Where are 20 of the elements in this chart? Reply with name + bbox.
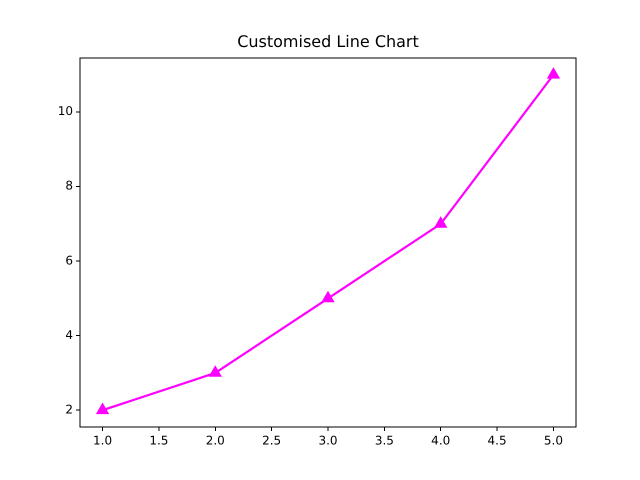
x-tick-label: 4.0 <box>431 433 450 448</box>
x-tick-label: 2.5 <box>262 433 282 448</box>
x-tick-label: 1.0 <box>93 433 112 448</box>
x-tick-label: 4.5 <box>488 433 507 448</box>
y-tick-label: 6 <box>65 253 73 268</box>
y-tick-label: 2 <box>65 402 73 416</box>
point <box>322 292 334 302</box>
point <box>96 404 108 414</box>
x-tick-label: 5.0 <box>544 433 563 448</box>
point <box>209 366 222 377</box>
y-tick-label: 8 <box>65 178 73 193</box>
x-tick-label: 3.5 <box>374 433 394 448</box>
x-tick-label: 1.5 <box>149 433 168 448</box>
x-tick-label: 2.0 <box>206 433 225 448</box>
y-tick-label: 4 <box>65 328 73 342</box>
point <box>548 68 560 79</box>
chart-title: Customised Line Chart <box>237 32 419 52</box>
point <box>434 217 447 228</box>
x-tick-label: 3.0 <box>318 433 338 448</box>
y-tick-label: 10 <box>58 104 73 118</box>
